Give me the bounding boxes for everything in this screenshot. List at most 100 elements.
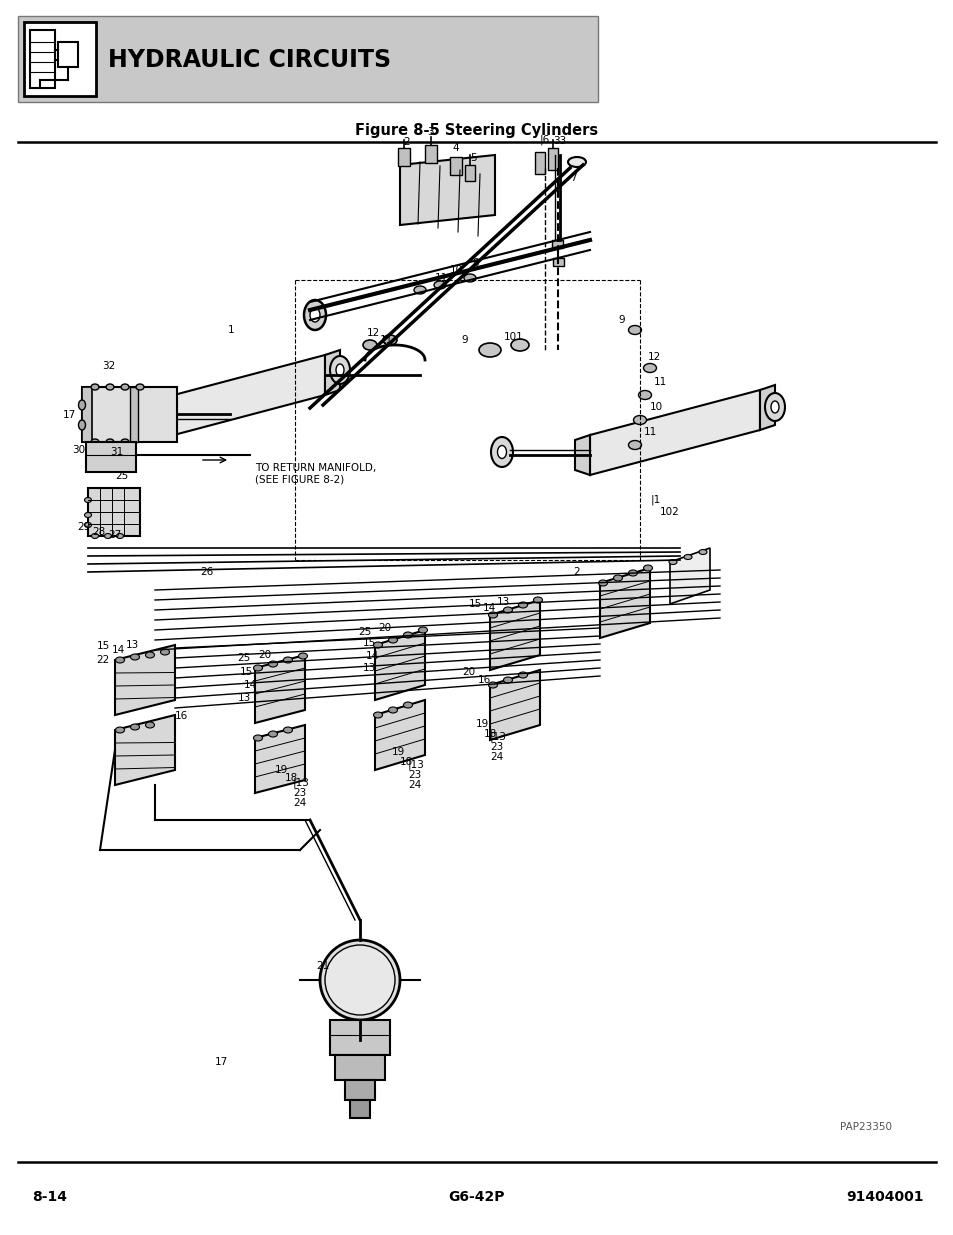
Polygon shape (115, 645, 174, 715)
Ellipse shape (283, 657, 293, 663)
Ellipse shape (131, 724, 139, 730)
Ellipse shape (146, 722, 154, 727)
Ellipse shape (488, 682, 497, 688)
Polygon shape (115, 715, 174, 785)
Ellipse shape (116, 534, 123, 538)
Ellipse shape (283, 727, 293, 734)
Text: 12: 12 (647, 352, 660, 362)
Bar (464, 165, 475, 182)
Bar (82, 387, 91, 442)
Ellipse shape (567, 157, 585, 167)
Text: 23: 23 (293, 788, 306, 798)
Ellipse shape (403, 632, 412, 638)
Text: 16: 16 (174, 711, 188, 721)
Bar (553, 258, 563, 266)
Text: 8: 8 (472, 258, 478, 268)
Text: 15: 15 (97, 641, 111, 651)
Ellipse shape (330, 356, 350, 384)
Ellipse shape (304, 300, 326, 330)
Ellipse shape (105, 534, 112, 538)
Text: 15: 15 (240, 667, 253, 677)
Ellipse shape (699, 550, 706, 555)
Text: 21: 21 (315, 961, 329, 971)
Text: 24: 24 (490, 752, 503, 762)
Text: HYDRAULIC CIRCUITS: HYDRAULIC CIRCUITS (108, 48, 391, 72)
Polygon shape (490, 600, 539, 671)
Text: 101: 101 (503, 332, 523, 342)
Text: 9: 9 (618, 315, 624, 325)
Ellipse shape (388, 706, 397, 713)
Ellipse shape (160, 650, 170, 655)
Text: 11: 11 (643, 427, 657, 437)
Bar (30, 30, 55, 88)
Ellipse shape (363, 340, 376, 350)
Ellipse shape (85, 522, 91, 527)
Ellipse shape (764, 393, 784, 421)
Bar (18, 16, 598, 103)
Ellipse shape (434, 282, 446, 289)
Text: |6: |6 (539, 135, 550, 146)
Text: 9: 9 (460, 335, 467, 345)
Text: 4: 4 (452, 143, 458, 153)
Ellipse shape (374, 713, 382, 718)
Ellipse shape (374, 642, 382, 648)
Ellipse shape (770, 401, 779, 412)
Ellipse shape (598, 580, 607, 585)
Ellipse shape (503, 606, 512, 613)
Ellipse shape (78, 400, 86, 410)
Ellipse shape (418, 627, 427, 634)
Ellipse shape (115, 727, 125, 734)
Ellipse shape (628, 441, 640, 450)
Text: 33: 33 (553, 136, 566, 146)
Text: 13: 13 (363, 663, 375, 673)
Ellipse shape (382, 335, 396, 345)
Text: 2: 2 (573, 567, 579, 577)
Ellipse shape (91, 534, 98, 538)
Ellipse shape (85, 513, 91, 517)
Ellipse shape (491, 437, 513, 467)
Ellipse shape (414, 287, 426, 294)
Ellipse shape (638, 390, 651, 399)
Text: 19: 19 (274, 764, 288, 776)
Text: 14: 14 (482, 603, 496, 613)
Polygon shape (399, 156, 495, 225)
Ellipse shape (643, 564, 652, 571)
Text: 14: 14 (244, 680, 257, 690)
Ellipse shape (388, 637, 397, 643)
Ellipse shape (518, 601, 527, 608)
Text: 25: 25 (357, 627, 371, 637)
Ellipse shape (533, 597, 542, 603)
Ellipse shape (136, 384, 144, 390)
Text: 22: 22 (96, 655, 110, 664)
Bar (82, 387, 177, 442)
Ellipse shape (131, 655, 139, 659)
Text: 11: 11 (379, 335, 393, 345)
Text: 27: 27 (108, 530, 121, 540)
Text: 102: 102 (659, 508, 679, 517)
Text: 2: 2 (402, 137, 409, 147)
Bar (350, 1100, 370, 1118)
Text: 24: 24 (293, 798, 306, 808)
Text: 18: 18 (285, 773, 298, 783)
Text: 10: 10 (649, 403, 662, 412)
Ellipse shape (78, 420, 86, 430)
Text: 10: 10 (450, 266, 462, 275)
Ellipse shape (319, 940, 399, 1020)
Ellipse shape (253, 664, 262, 671)
Bar (130, 387, 138, 442)
Polygon shape (325, 350, 339, 395)
Ellipse shape (511, 338, 529, 351)
Text: 15: 15 (469, 599, 482, 609)
Bar (547, 148, 558, 170)
Ellipse shape (488, 613, 497, 618)
Ellipse shape (268, 731, 277, 737)
Bar (424, 144, 436, 163)
Text: 15: 15 (363, 638, 375, 648)
Text: |13: |13 (293, 778, 310, 788)
Text: 5: 5 (470, 153, 476, 163)
Text: 23: 23 (490, 742, 503, 752)
Text: 3: 3 (427, 127, 434, 137)
Ellipse shape (613, 576, 622, 580)
Ellipse shape (463, 274, 476, 282)
Polygon shape (760, 385, 774, 430)
